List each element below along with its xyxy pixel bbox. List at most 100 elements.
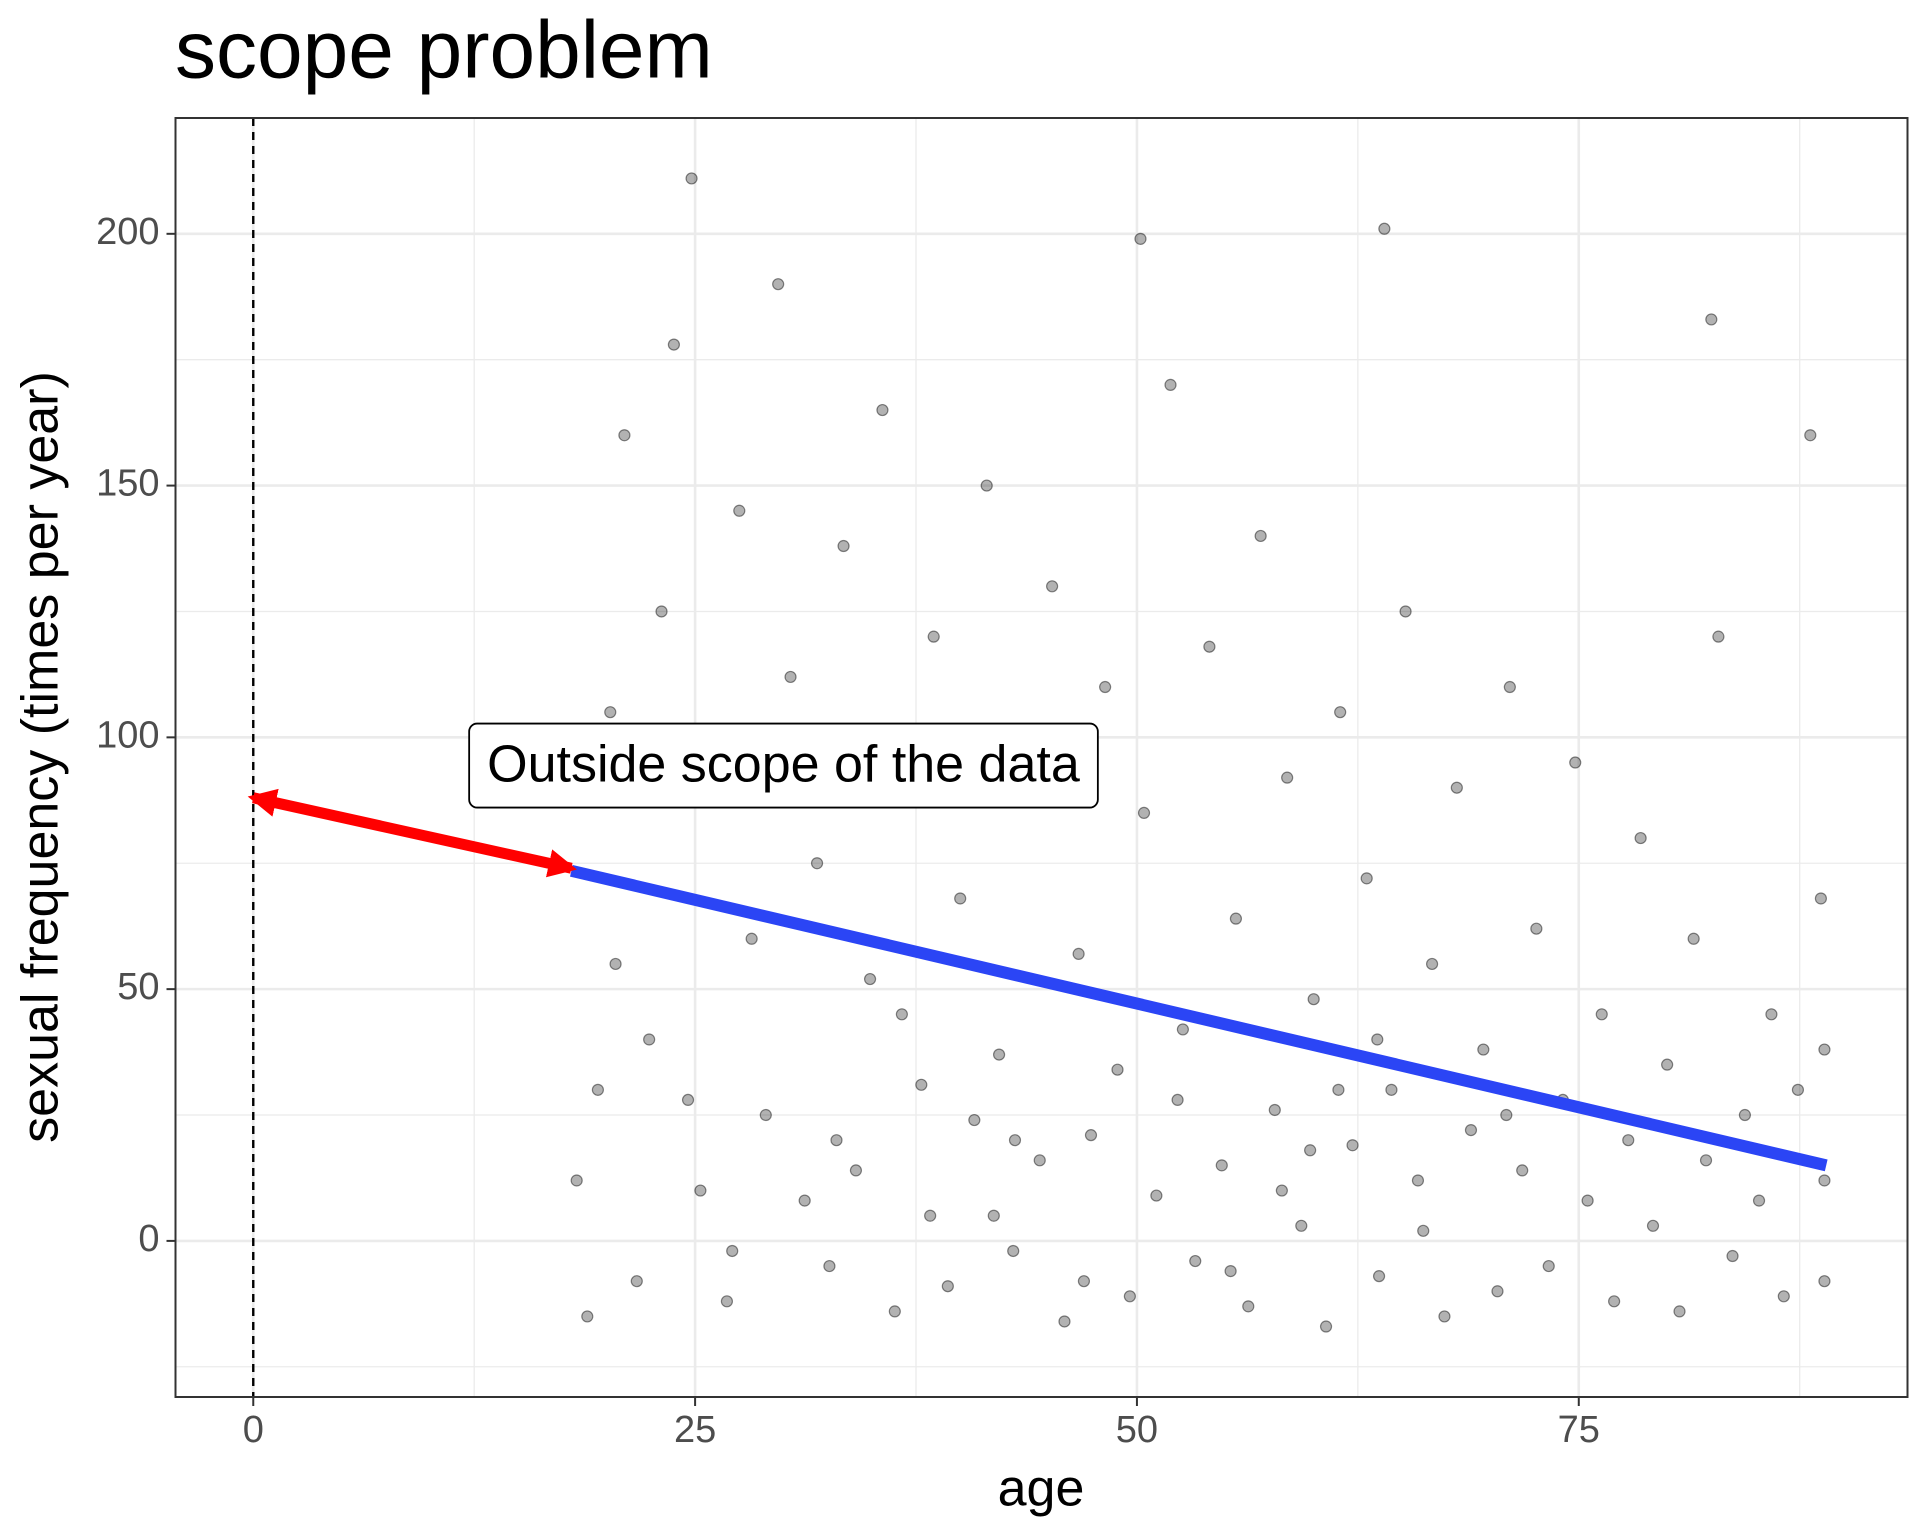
x-axis-title: age bbox=[998, 1460, 1085, 1518]
data-point bbox=[570, 1174, 583, 1187]
data-point bbox=[1818, 1043, 1831, 1056]
data-point bbox=[667, 338, 680, 351]
data-point bbox=[655, 605, 668, 618]
data-point bbox=[681, 1093, 695, 1107]
data-point bbox=[759, 1108, 772, 1122]
data-point bbox=[1450, 781, 1463, 794]
data-point bbox=[733, 504, 746, 517]
data-point bbox=[1137, 806, 1151, 819]
data-point bbox=[1307, 993, 1320, 1006]
data-point bbox=[1699, 1154, 1713, 1167]
data-point bbox=[810, 857, 824, 870]
data-point bbox=[1007, 1244, 1020, 1258]
y-axis-title: sexual frequency (times per year) bbox=[12, 371, 70, 1143]
data-point bbox=[630, 1275, 643, 1288]
data-point bbox=[1268, 1103, 1281, 1117]
data-point bbox=[1417, 1224, 1430, 1237]
data-point bbox=[1752, 1194, 1766, 1207]
data-point bbox=[720, 1295, 734, 1308]
data-point bbox=[1726, 1249, 1739, 1263]
data-point bbox=[1123, 1290, 1136, 1303]
annotation-label: Outside scope of the data bbox=[487, 735, 1080, 793]
data-point bbox=[1229, 912, 1243, 925]
data-point bbox=[1072, 947, 1085, 960]
data-point bbox=[1673, 1305, 1686, 1318]
data-point bbox=[895, 1008, 908, 1021]
data-point bbox=[1281, 771, 1294, 784]
plot-area: 0 25 50 75 0 50 100 150 200 Outside scope of the … bbox=[96, 117, 1909, 1451]
data-point bbox=[1399, 605, 1412, 618]
data-point bbox=[1203, 640, 1216, 653]
data-point bbox=[1661, 1058, 1674, 1071]
data-point bbox=[1372, 1270, 1386, 1283]
data-point bbox=[1608, 1295, 1621, 1308]
data-point bbox=[1738, 1108, 1752, 1122]
data-point bbox=[1500, 1108, 1513, 1122]
data-point bbox=[1046, 580, 1059, 593]
data-point bbox=[772, 278, 785, 291]
data-point bbox=[784, 670, 797, 684]
y-tick-label: 50 bbox=[117, 966, 159, 1008]
x-tick-label: 25 bbox=[674, 1409, 716, 1451]
data-point bbox=[1164, 378, 1177, 391]
data-point bbox=[992, 1048, 1006, 1061]
data-point bbox=[1777, 1290, 1790, 1303]
data-point bbox=[954, 892, 967, 905]
data-point bbox=[830, 1134, 843, 1147]
data-point bbox=[1804, 429, 1817, 442]
annotation-box bbox=[468, 722, 1099, 809]
data-point bbox=[1171, 1093, 1184, 1107]
data-point bbox=[1712, 630, 1725, 643]
data-point bbox=[1581, 1194, 1594, 1207]
data-point bbox=[1332, 1083, 1345, 1096]
data-point bbox=[1765, 1008, 1778, 1021]
data-point bbox=[823, 1259, 836, 1273]
data-point bbox=[1189, 1254, 1202, 1268]
x-tick-label: 0 bbox=[243, 1409, 264, 1451]
data-point bbox=[1438, 1310, 1451, 1323]
data-point bbox=[1084, 1129, 1098, 1142]
data-point bbox=[924, 1209, 937, 1222]
data-point bbox=[1646, 1219, 1660, 1232]
data-point bbox=[941, 1280, 954, 1293]
data-point bbox=[1477, 1043, 1490, 1056]
data-point bbox=[694, 1184, 707, 1197]
data-point bbox=[1385, 1083, 1398, 1096]
data-point bbox=[1705, 313, 1718, 326]
data-point bbox=[591, 1083, 604, 1096]
data-point bbox=[863, 972, 877, 986]
data-point bbox=[1411, 1174, 1425, 1187]
data-point bbox=[1818, 1174, 1831, 1187]
data-point bbox=[604, 706, 617, 719]
data-point bbox=[987, 1209, 1000, 1222]
data-point bbox=[1334, 706, 1347, 719]
data-point bbox=[1077, 1275, 1091, 1288]
chart-title: scope problem bbox=[175, 5, 713, 96]
data-point bbox=[837, 539, 850, 553]
data-point bbox=[1275, 1184, 1288, 1197]
data-point bbox=[1008, 1134, 1022, 1147]
data-point bbox=[1378, 222, 1391, 235]
data-point bbox=[745, 932, 758, 945]
data-point bbox=[1530, 922, 1543, 935]
fit-line bbox=[570, 864, 1828, 1172]
data-point bbox=[1542, 1259, 1555, 1273]
data-point bbox=[1360, 872, 1373, 885]
data-point bbox=[1464, 1124, 1478, 1137]
data-point bbox=[915, 1078, 928, 1091]
data-point bbox=[1099, 680, 1112, 694]
y-tick-label: 100 bbox=[96, 714, 159, 756]
data-point bbox=[1150, 1189, 1163, 1202]
data-point bbox=[1503, 680, 1516, 694]
data-point bbox=[927, 630, 940, 643]
data-point bbox=[1033, 1154, 1046, 1167]
data-point bbox=[968, 1113, 981, 1127]
data-point bbox=[618, 429, 631, 442]
data-point bbox=[581, 1310, 594, 1323]
data-point bbox=[1176, 1023, 1189, 1036]
y-tick-label: 150 bbox=[96, 463, 159, 505]
data-point bbox=[1491, 1285, 1504, 1298]
data-point bbox=[1224, 1265, 1237, 1278]
data-point bbox=[1791, 1083, 1805, 1096]
